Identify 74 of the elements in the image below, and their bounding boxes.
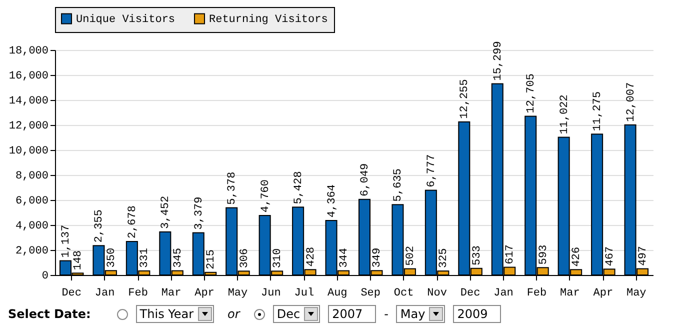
- data-label: 12,255: [459, 79, 472, 119]
- data-label: 12,705: [526, 74, 538, 114]
- data-label: 467: [604, 246, 616, 266]
- data-label: 349: [372, 248, 384, 268]
- data-label: 148: [72, 250, 85, 270]
- data-label: 306: [238, 248, 251, 268]
- data-label: 2,678: [126, 206, 139, 239]
- y-tick-label: 2,000: [15, 246, 48, 258]
- x-tick-label: Mar: [161, 288, 182, 300]
- x-tick-label: May: [626, 288, 647, 300]
- text: Select Date:: [8, 307, 91, 321]
- data-label: 497: [638, 246, 650, 266]
- data-label: 344: [338, 248, 351, 268]
- y-tick-label: 4,000: [15, 220, 48, 232]
- data-label: 325: [438, 248, 450, 268]
- data-label: 593: [538, 244, 550, 265]
- x-tick-label: Jul: [294, 288, 314, 300]
- x-tick-label: Dec: [62, 288, 82, 300]
- data-label: 533: [471, 246, 484, 266]
- x-tick-label: May: [228, 288, 248, 300]
- y-tick-label: 0: [42, 270, 48, 282]
- y-tick-label: 14,000: [8, 96, 48, 108]
- data-label: 4,364: [326, 184, 338, 218]
- data-label: 426: [571, 246, 584, 267]
- x-tick-label: Jan: [94, 288, 115, 300]
- data-label: 6,049: [359, 163, 372, 196]
- data-label: 617: [504, 244, 517, 264]
- data-label: 310: [272, 248, 284, 268]
- x-tick-label: Apr: [593, 288, 614, 300]
- legend-label: Unique Visitors: [76, 14, 176, 26]
- data-label: 350: [106, 248, 118, 268]
- x-tick-label: Apr: [194, 288, 214, 300]
- data-label: 215: [206, 250, 218, 270]
- data-label: 2,355: [94, 210, 106, 243]
- data-label: 428: [305, 246, 318, 267]
- y-tick-label: 16,000: [8, 70, 48, 82]
- data-label: 4,760: [260, 179, 272, 212]
- x-tick-label: Feb: [526, 288, 547, 300]
- y-tick-label: 18,000: [8, 46, 48, 58]
- text-field: 2009: [453, 305, 502, 323]
- y-tick-label: 8,000: [15, 170, 48, 182]
- data-label: 5,378: [226, 172, 239, 205]
- x-tick-label: Nov: [427, 288, 448, 300]
- data-label: 5,635: [392, 168, 405, 202]
- dropdown: May: [396, 305, 446, 323]
- y-tick-label: 12,000: [8, 120, 48, 132]
- data-label: 12,007: [625, 82, 638, 122]
- data-label: 331: [139, 248, 152, 268]
- x-tick-label: Sep: [360, 288, 381, 300]
- x-tick-label: Aug: [327, 288, 348, 300]
- x-tick-label: Jan: [494, 288, 514, 300]
- data-label: 6,777: [426, 154, 438, 188]
- legend-label: Returning Visitors: [209, 14, 328, 26]
- data-label: 15,299: [492, 41, 504, 81]
- x-tick-label: Jun: [261, 288, 281, 300]
- x-tick-label: Mar: [560, 288, 580, 300]
- data-label: 345: [172, 248, 184, 268]
- data-label: 1,137: [60, 224, 72, 258]
- data-label: 3,452: [160, 196, 172, 229]
- data-label: 502: [404, 246, 417, 266]
- data-label: 3,379: [193, 196, 206, 230]
- data-label: 11,022: [558, 94, 571, 134]
- x-tick-label: Dec: [460, 288, 480, 300]
- data-label: 5,428: [293, 171, 306, 204]
- dropdown: Dec: [272, 305, 320, 323]
- text: or: [228, 307, 240, 321]
- y-tick-label: 10,000: [8, 146, 48, 158]
- text-field: 2007: [328, 305, 376, 323]
- data-label: 11,275: [592, 91, 604, 132]
- x-tick-label: Feb: [128, 288, 148, 300]
- text: -: [384, 307, 388, 321]
- x-tick-label: Oct: [394, 288, 414, 300]
- y-tick-label: 6,000: [15, 196, 48, 208]
- dropdown: This Year: [136, 305, 214, 323]
